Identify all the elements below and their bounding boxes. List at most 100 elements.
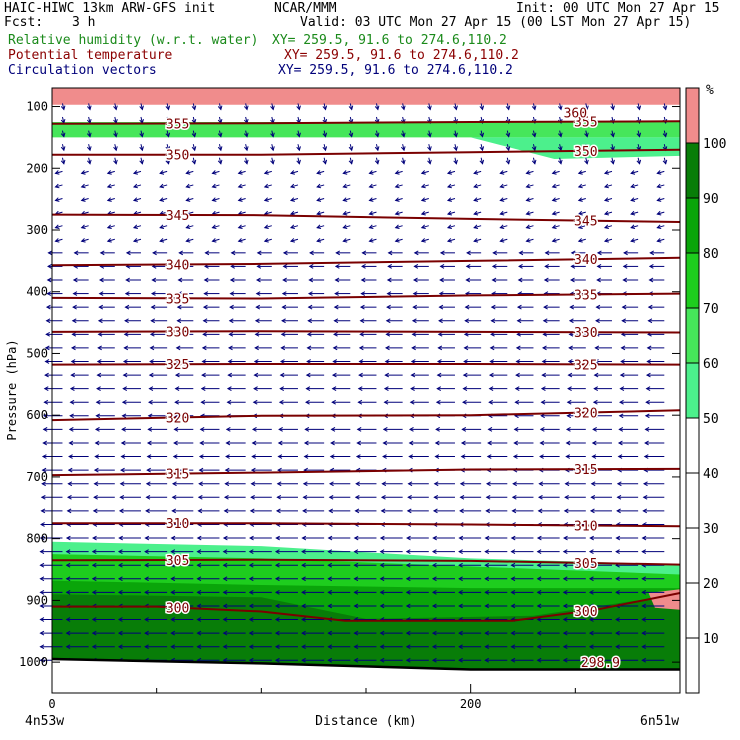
vector-arrow-699 — [119, 494, 141, 500]
vector-arrow-152 — [263, 183, 272, 189]
vector-arrow-503 — [645, 372, 665, 378]
vector-arrow-213 — [603, 210, 613, 216]
vector-arrow-426 — [516, 331, 534, 337]
vector-arrow-951 — [431, 630, 455, 636]
vector-arrow-84 — [374, 144, 380, 152]
vector-arrow-301 — [387, 264, 403, 269]
vector-arrow-343 — [229, 291, 246, 296]
vector-arrow-898 — [301, 603, 325, 609]
vector-arrow-85 — [400, 144, 406, 152]
x-tick-label-0: 0 — [48, 697, 55, 711]
vector-arrow-395 — [333, 318, 351, 324]
vector-arrow-967 — [222, 644, 246, 650]
vector-arrow-438 — [201, 345, 220, 351]
vector-arrow-640 — [460, 454, 482, 459]
vector-arrow-878 — [405, 590, 429, 595]
vector-arrow-473 — [489, 359, 508, 364]
rh-region-1 — [52, 122, 680, 138]
theta-contour-320 — [51, 409, 681, 422]
vector-arrow-319 — [229, 277, 246, 283]
vector-arrow-886 — [615, 590, 639, 595]
vector-arrow-543 — [435, 399, 455, 405]
vector-arrow-419 — [333, 331, 351, 337]
vector-arrow-544 — [462, 399, 482, 405]
vector-arrow-703 — [223, 494, 246, 500]
vector-arrow-906 — [510, 603, 534, 609]
vector-arrow-636 — [355, 454, 377, 459]
vector-arrow-266 — [99, 250, 115, 256]
vector-arrow-393 — [281, 318, 298, 324]
vector-arrow-548 — [566, 399, 586, 405]
vector-arrow-787 — [536, 535, 560, 541]
vector-arrow-280 — [466, 250, 482, 256]
theta-contour-350 — [52, 148, 681, 156]
fcst-value: 3 h — [72, 15, 96, 30]
vector-arrow-812 — [562, 549, 586, 554]
vector-arrow-1005 — [588, 657, 612, 663]
vector-arrow-226 — [316, 224, 325, 230]
vector-arrow-845 — [170, 576, 194, 582]
vector-arrow-256 — [473, 238, 482, 243]
vector-arrow-184 — [473, 197, 482, 202]
vector-arrow-673 — [67, 481, 89, 487]
theta-contour-315 — [51, 467, 681, 477]
init-time: Init: 00 UTC Mon 27 Apr 15 — [516, 1, 720, 16]
vector-arrow-950 — [405, 630, 429, 636]
vector-arrow-278 — [413, 250, 429, 256]
vector-arrow-440 — [254, 345, 272, 351]
vector-arrow-244 — [159, 238, 168, 243]
vector-arrow-411 — [123, 331, 141, 337]
vector-arrow-506 — [96, 386, 115, 392]
vector-arrow-524 — [567, 386, 586, 392]
vector-arrow-715 — [537, 494, 560, 500]
vector-arrow-940 — [144, 630, 168, 636]
colorbar: 10 20 30 40 50 60 70 80 90 100 — [685, 87, 726, 694]
vector-arrow-643 — [539, 454, 560, 459]
vector-arrow-868 — [144, 590, 168, 595]
vector-arrow-738 — [511, 508, 534, 514]
vector-arrow-252 — [368, 238, 377, 243]
field-vec-name: Circulation vectors — [8, 63, 157, 78]
vector-arrow-117 — [610, 157, 615, 165]
theta-contour-330 — [51, 330, 681, 334]
vector-arrow-589 — [382, 427, 403, 432]
vector-arrow-966 — [196, 644, 220, 650]
vector-arrow-830 — [405, 562, 429, 568]
vector-arrow-970 — [301, 644, 325, 650]
vector-arrow-234 — [525, 224, 534, 230]
vector-arrow-389 — [176, 318, 194, 324]
vector-arrow-493 — [384, 372, 403, 378]
vector-arrow-107 — [348, 157, 354, 165]
vector-arrow-405 — [595, 318, 612, 324]
colorbar-label-60: 60 — [703, 357, 719, 372]
vector-arrow-188 — [577, 197, 586, 202]
vector-arrow-574 — [618, 413, 639, 419]
vector-arrow-312 — [46, 277, 63, 283]
vector-arrow-153 — [289, 183, 299, 189]
vector-arrow-610 — [303, 440, 325, 446]
theta-extra-label-1: 360 — [564, 107, 587, 122]
y-tick-label-900: 900 — [26, 593, 48, 607]
vector-arrow-245 — [185, 238, 194, 243]
vector-arrow-786 — [510, 535, 534, 541]
vector-arrow-340 — [150, 291, 168, 296]
vector-arrow-514 — [305, 386, 325, 392]
y-tick-label-100: 100 — [26, 100, 48, 114]
vector-arrow-595 — [539, 427, 560, 432]
vector-arrow-432 — [44, 345, 63, 351]
vector-arrow-727 — [223, 508, 246, 514]
vector-arrow-578 — [94, 427, 115, 432]
vector-arrow-214 — [630, 210, 639, 216]
vector-arrow-656 — [250, 467, 272, 473]
vector-arrow-315 — [125, 277, 141, 283]
vector-arrow-238 — [630, 224, 639, 230]
vector-arrow-957 — [588, 630, 612, 636]
vector-arrow-326 — [412, 277, 429, 283]
colorbar-bin-0 — [686, 638, 699, 693]
vector-arrow-854 — [405, 576, 429, 582]
vector-arrow-874 — [301, 590, 325, 595]
vector-arrow-816 — [39, 562, 63, 568]
vector-arrow-178 — [316, 197, 325, 202]
vector-arrow-530 — [95, 399, 115, 405]
